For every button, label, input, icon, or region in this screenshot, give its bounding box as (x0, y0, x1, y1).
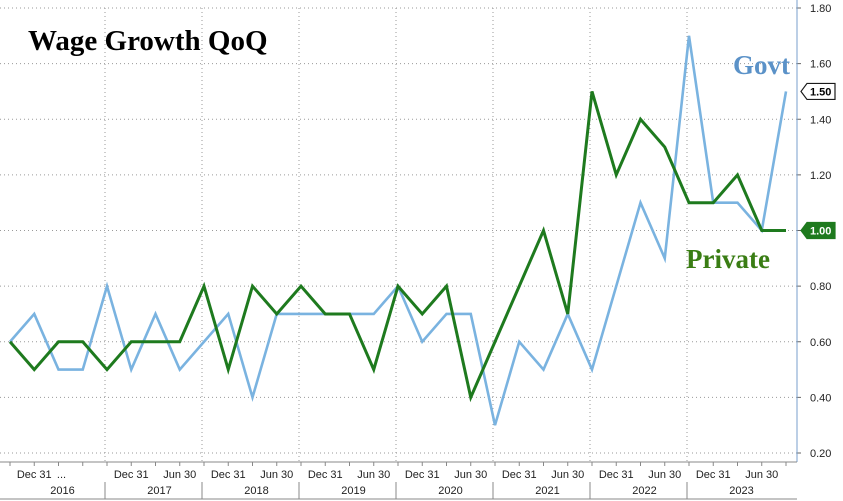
x-tick-label: ... (57, 469, 66, 481)
year-label: 2022 (632, 485, 656, 497)
year-label: 2018 (244, 485, 268, 497)
y-tick-label: 0.40 (810, 392, 831, 404)
y-tick-label: 0.60 (810, 337, 831, 349)
y-tick-label: 1.60 (810, 59, 831, 71)
x-tick-label: Dec 31 (308, 469, 343, 481)
year-label: 2019 (341, 485, 365, 497)
x-tick-label: Jun 30 (454, 469, 487, 481)
value-tag-private: 1.00 (800, 221, 836, 240)
x-tick-label: Dec 31 (211, 469, 246, 481)
series-label-private: Private (686, 244, 770, 274)
chart-title: Wage Growth QoQ (28, 25, 268, 57)
value-tag-label: 1.50 (810, 86, 831, 98)
x-tick-label: Jun 30 (551, 469, 584, 481)
x-tick-label: Jun 30 (357, 469, 390, 481)
series-line-govt (9, 35, 788, 426)
value-tags: 1.50 1.00 (800, 82, 836, 240)
series-label-govt: Govt (733, 50, 790, 80)
y-tick-label: 1.80 (810, 3, 831, 15)
value-tag-govt: 1.50 (800, 82, 836, 101)
x-tick-label: Jun 30 (163, 469, 196, 481)
series-layer (8, 35, 788, 426)
x-tick-label: Dec 31 (696, 469, 731, 481)
year-label: 2023 (729, 485, 753, 497)
x-tick-label: Dec 31 (114, 469, 149, 481)
y-tick-label: 0.80 (810, 281, 831, 293)
y-tick-label: 0.20 (810, 448, 831, 460)
y-tick-label: 1.20 (810, 170, 831, 182)
year-label: 2017 (147, 485, 171, 497)
year-label: 2020 (438, 485, 462, 497)
series-line-private (8, 91, 786, 403)
x-tick-label: Dec 31 (17, 469, 52, 481)
x-tick-label: Jun 30 (648, 469, 681, 481)
x-axis: Dec 31... Dec 31 Jun 30 Dec 31 Jun 30 Dec 31 J… (0, 461, 797, 500)
year-label: 2016 (50, 485, 74, 497)
x-tick-label: Jun 30 (260, 469, 293, 481)
value-tag-label: 1.00 (810, 226, 831, 238)
year-label: 2021 (535, 485, 559, 497)
y-axis: 0.20 0.40 0.60 0.80 1.00 1.20 1.40 1.60 1.80 (796, 0, 831, 462)
x-tick-label: Dec 31 (502, 469, 537, 481)
x-tick-label: Jun 30 (745, 469, 778, 481)
grid (0, 7, 797, 462)
x-tick-label: Dec 31 (405, 469, 440, 481)
x-tick-label: Dec 31 (599, 469, 634, 481)
y-tick-label: 1.40 (810, 114, 831, 126)
